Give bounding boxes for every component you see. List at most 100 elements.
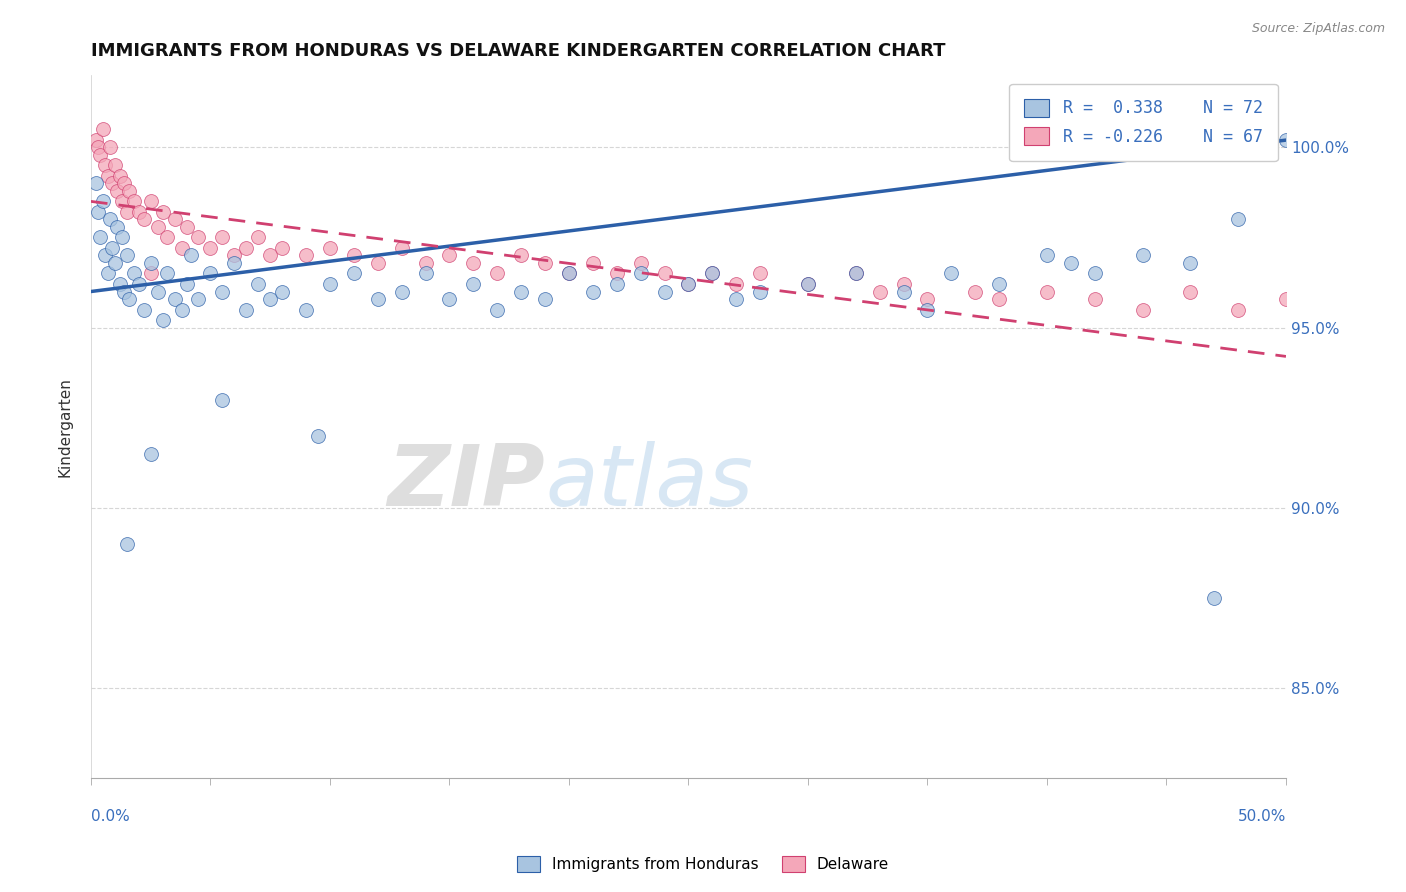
Point — [224, 248, 246, 262]
Point — [1084, 292, 1107, 306]
Point — [139, 194, 162, 209]
Point — [486, 267, 509, 281]
Point — [211, 285, 233, 299]
Point — [128, 205, 150, 219]
Legend: R =  0.338    N = 72, R = -0.226    N = 67: R = 0.338 N = 72, R = -0.226 N = 67 — [1010, 84, 1278, 161]
Point — [84, 133, 107, 147]
Point — [247, 230, 270, 244]
Point — [749, 285, 772, 299]
Point — [678, 277, 700, 292]
Point — [187, 230, 209, 244]
Point — [112, 177, 135, 191]
Point — [343, 267, 366, 281]
Point — [176, 277, 198, 292]
Point — [156, 267, 179, 281]
Point — [749, 267, 772, 281]
Point — [94, 158, 117, 172]
Point — [139, 267, 162, 281]
Text: 0.0%: 0.0% — [91, 809, 129, 824]
Point — [510, 248, 533, 262]
Point — [1227, 302, 1250, 317]
Point — [247, 277, 270, 292]
Point — [702, 267, 724, 281]
Point — [463, 277, 485, 292]
Point — [917, 292, 939, 306]
Text: atlas: atlas — [546, 442, 754, 524]
Point — [415, 267, 437, 281]
Point — [271, 285, 294, 299]
Point — [97, 169, 120, 183]
Point — [176, 219, 198, 234]
Point — [132, 302, 155, 317]
Point — [439, 292, 461, 306]
Point — [1132, 302, 1154, 317]
Point — [163, 212, 186, 227]
Point — [152, 205, 174, 219]
Point — [319, 241, 342, 255]
Point — [139, 447, 162, 461]
Point — [211, 230, 233, 244]
Point — [139, 255, 162, 269]
Point — [105, 219, 128, 234]
Point — [115, 205, 138, 219]
Point — [97, 267, 120, 281]
Point — [1060, 255, 1083, 269]
Point — [702, 267, 724, 281]
Point — [1275, 292, 1298, 306]
Point — [170, 241, 193, 255]
Point — [111, 230, 134, 244]
Point — [87, 140, 110, 154]
Point — [845, 267, 868, 281]
Point — [391, 285, 413, 299]
Point — [845, 267, 868, 281]
Point — [678, 277, 700, 292]
Point — [122, 267, 145, 281]
Point — [118, 184, 141, 198]
Point — [111, 194, 134, 209]
Point — [94, 248, 117, 262]
Point — [146, 219, 169, 234]
Point — [797, 277, 820, 292]
Point — [1227, 212, 1250, 227]
Point — [87, 205, 110, 219]
Point — [988, 277, 1011, 292]
Point — [259, 292, 281, 306]
Point — [295, 302, 318, 317]
Point — [101, 177, 124, 191]
Point — [1084, 267, 1107, 281]
Point — [630, 267, 652, 281]
Point — [128, 277, 150, 292]
Point — [235, 302, 257, 317]
Point — [98, 140, 121, 154]
Point — [510, 285, 533, 299]
Text: IMMIGRANTS FROM HONDURAS VS DELAWARE KINDERGARTEN CORRELATION CHART: IMMIGRANTS FROM HONDURAS VS DELAWARE KIN… — [91, 42, 945, 60]
Text: Source: ZipAtlas.com: Source: ZipAtlas.com — [1251, 22, 1385, 36]
Point — [235, 241, 257, 255]
Point — [89, 147, 111, 161]
Point — [91, 194, 114, 209]
Point — [893, 285, 915, 299]
Point — [630, 255, 652, 269]
Point — [917, 302, 939, 317]
Point — [295, 248, 318, 262]
Point — [98, 212, 121, 227]
Point — [211, 392, 233, 407]
Point — [415, 255, 437, 269]
Point — [463, 255, 485, 269]
Point — [391, 241, 413, 255]
Point — [108, 277, 131, 292]
Point — [115, 537, 138, 551]
Point — [259, 248, 281, 262]
Point — [367, 292, 389, 306]
Point — [965, 285, 987, 299]
Point — [1036, 248, 1059, 262]
Point — [307, 428, 329, 442]
Point — [439, 248, 461, 262]
Point — [152, 313, 174, 327]
Text: 50.0%: 50.0% — [1237, 809, 1286, 824]
Point — [606, 267, 628, 281]
Point — [869, 285, 891, 299]
Point — [988, 292, 1011, 306]
Point — [122, 194, 145, 209]
Text: ZIP: ZIP — [388, 442, 546, 524]
